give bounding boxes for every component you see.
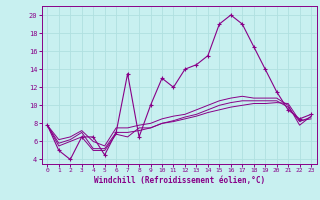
- X-axis label: Windchill (Refroidissement éolien,°C): Windchill (Refroidissement éolien,°C): [94, 176, 265, 185]
